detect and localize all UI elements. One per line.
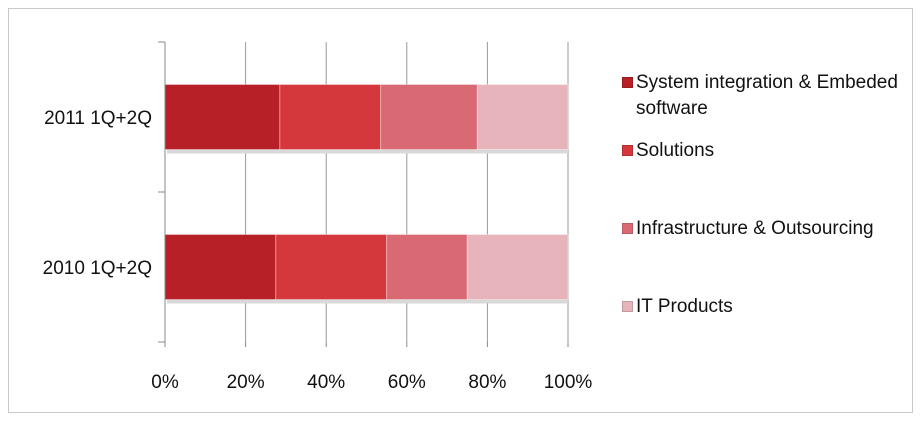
- legend-label: System integration & Embeded software: [636, 72, 898, 119]
- legend-item-infrastructure: Infrastructure & Outsourcing: [622, 216, 912, 242]
- x-tick-label: 20%: [227, 372, 265, 393]
- bar-segment: [164, 84, 281, 150]
- legend-item-system-integration: System integration & Embeded software: [622, 70, 912, 128]
- bar-shadow: [167, 297, 568, 304]
- legend-swatch: [622, 301, 633, 312]
- bar-segment: [380, 84, 478, 150]
- legend-label: Solutions: [636, 140, 715, 161]
- y-tick-label: 2010 1Q+2Q: [43, 258, 152, 279]
- legend-swatch: [622, 77, 633, 88]
- bar-shadow: [167, 147, 568, 154]
- bar-segment: [279, 84, 382, 150]
- legend-swatch: [622, 145, 633, 156]
- bar-segment: [476, 84, 569, 150]
- legend-label: IT Products: [636, 296, 733, 317]
- axes: [158, 41, 569, 347]
- x-tick-label: 40%: [307, 372, 345, 393]
- legend: System integration & Embeded software So…: [622, 70, 912, 320]
- legend-item-it-products: IT Products: [622, 294, 912, 320]
- bar-segment: [386, 234, 468, 300]
- x-tick-label: 80%: [468, 372, 506, 393]
- bar-segment: [275, 234, 388, 300]
- bar-segment: [466, 234, 569, 300]
- legend-item-solutions: Solutions: [622, 138, 912, 164]
- legend-swatch: [622, 223, 633, 234]
- chart-frame: [8, 8, 913, 413]
- x-tick-labels: 0% 20% 40% 60% 80% 100%: [151, 372, 592, 393]
- bar-segment: [164, 234, 277, 300]
- x-tick-label: 100%: [544, 372, 593, 393]
- legend-label: Infrastructure & Outsourcing: [636, 218, 874, 239]
- bars: [164, 84, 569, 304]
- y-tick-label: 2011 1Q+2Q: [44, 108, 152, 129]
- x-tick-label: 0%: [151, 372, 179, 393]
- x-tick-label: 60%: [388, 372, 426, 393]
- y-tick-labels: 2011 1Q+2Q 2010 1Q+2Q: [43, 108, 152, 279]
